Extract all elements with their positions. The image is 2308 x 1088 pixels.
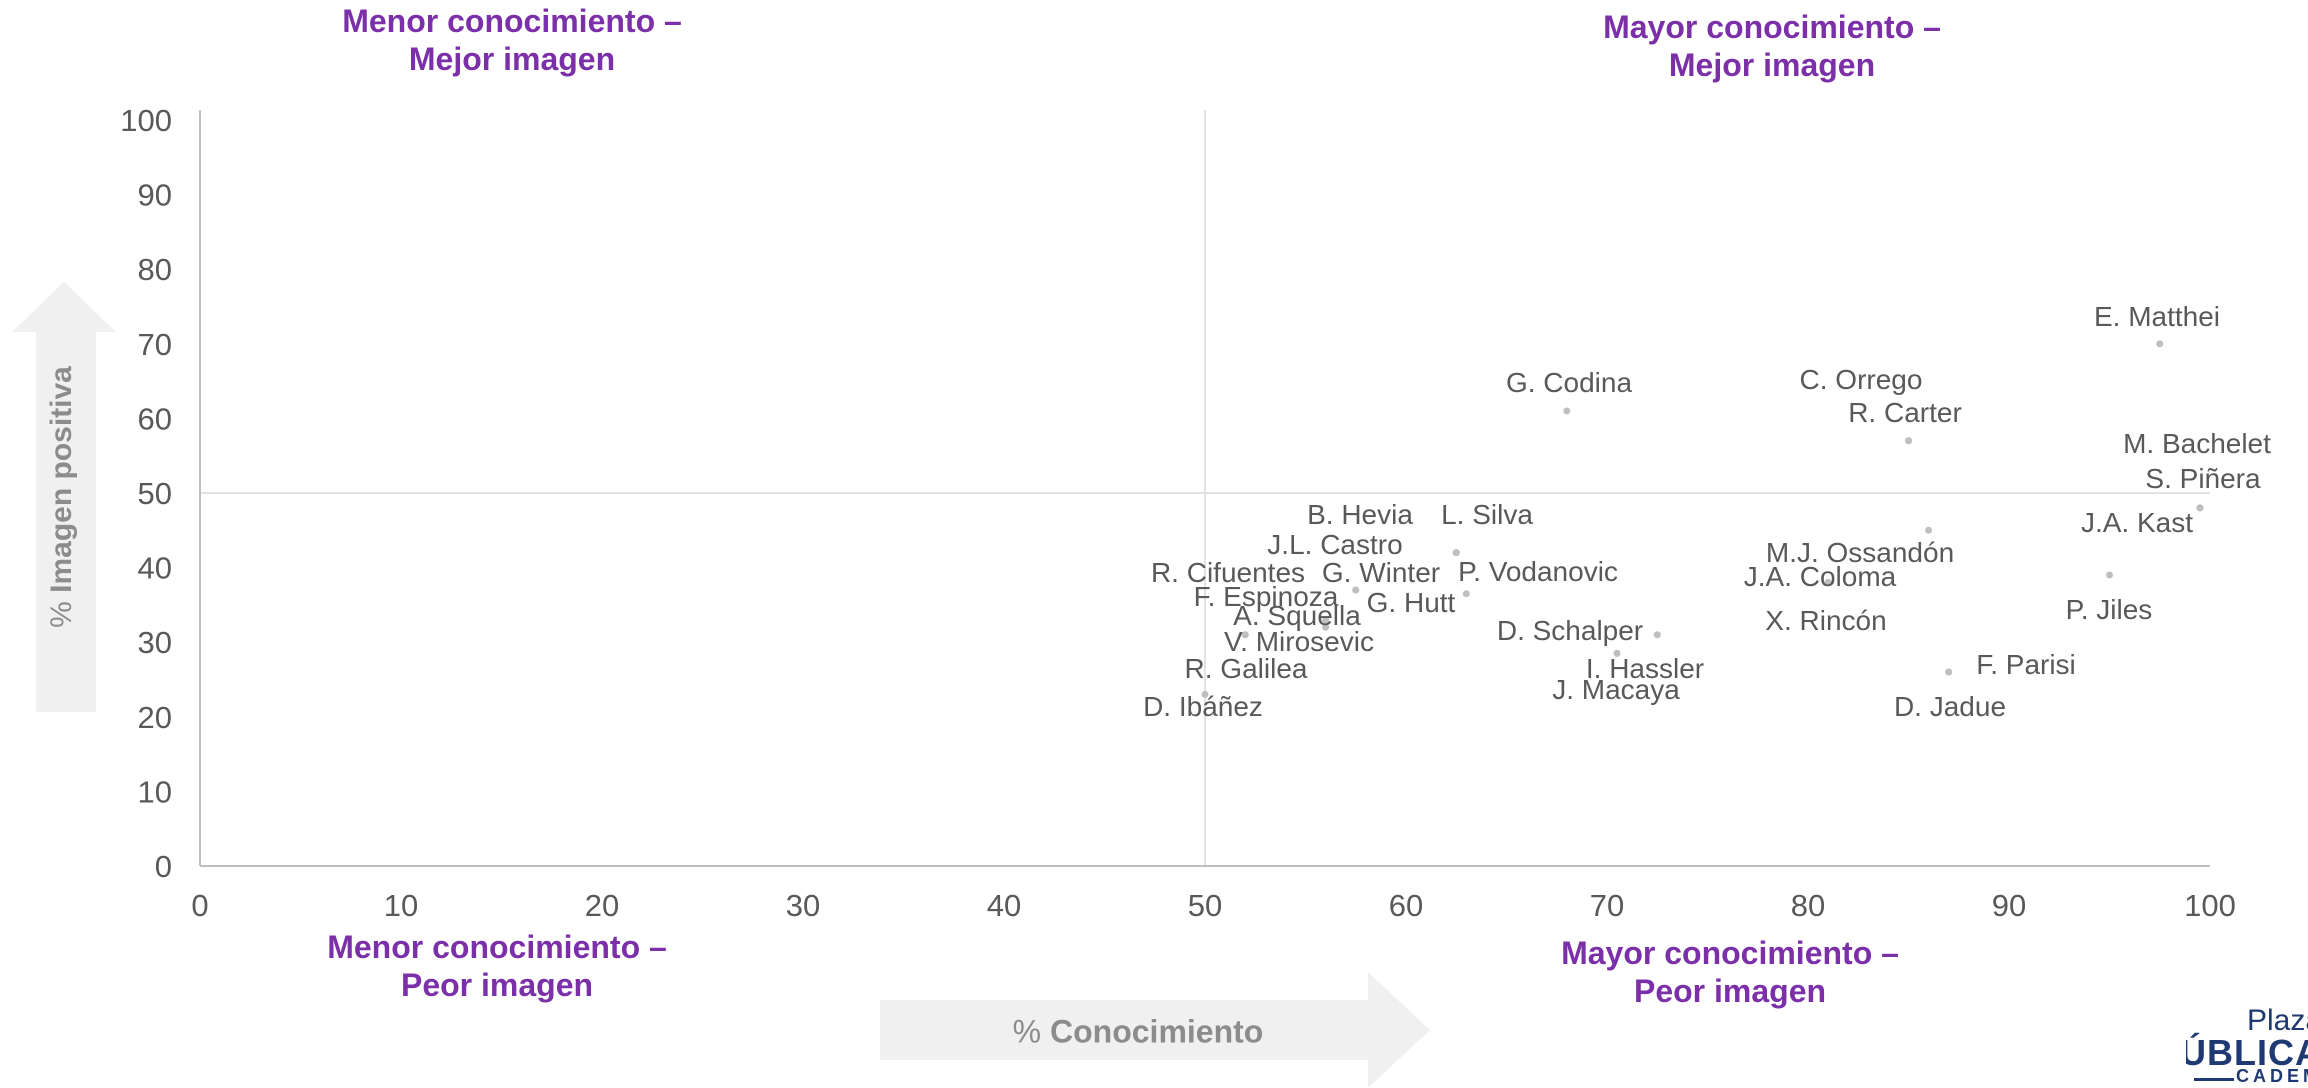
data-label: J.L. Castro: [1267, 529, 1402, 560]
data-label: R. Carter: [1848, 397, 1962, 428]
x-tick-label: 100: [2184, 888, 2236, 923]
x-tick-label: 30: [786, 888, 820, 923]
x-axis-label-main: Conocimiento: [1050, 1013, 1264, 1050]
y-tick-label: 20: [138, 700, 172, 735]
data-label: P. Jiles: [2066, 594, 2153, 625]
x-axis-label-prefix: %: [1012, 1013, 1051, 1050]
x-tick-label: 90: [1992, 888, 2026, 923]
y-axis-label-prefix: %: [45, 592, 78, 628]
quadrant-label-line: Mejor imagen: [408, 41, 616, 77]
data-label: S. Piñera: [2145, 463, 2261, 494]
y-axis-label-main: Imagen positiva: [45, 366, 78, 593]
x-tick-label: 60: [1389, 888, 1423, 923]
quadrant-label-top-left: Menor conocimiento – Mejor imagen: [342, 2, 682, 78]
quadrant-label-line: Menor conocimiento –: [342, 3, 682, 39]
data-label: R. Cifuentes: [1151, 557, 1305, 588]
y-tick-label: 50: [138, 476, 172, 511]
up-arrow-icon: [12, 282, 116, 712]
x-tick-label: 10: [384, 888, 418, 923]
data-label: P. Vodanovic: [1458, 556, 1618, 587]
data-point: [1563, 407, 1571, 415]
y-tick-label: 90: [138, 178, 172, 213]
data-point: [1905, 437, 1912, 445]
data-point: [1452, 549, 1460, 557]
data-point: [2156, 340, 2164, 348]
data-label: L. Silva: [1441, 499, 1533, 530]
logo-underline: [2194, 1078, 2234, 1081]
data-label: X. Rincón: [1765, 605, 1886, 636]
data-label: D. Schalper: [1497, 615, 1643, 646]
data-label: F. Parisi: [1976, 649, 2076, 680]
data-label: B. Hevia: [1307, 499, 1413, 530]
logo-line-2: PÚBLICA: [2186, 1032, 2308, 1073]
y-tick-label: 70: [138, 327, 172, 362]
data-label: F. Espinoza: [1194, 581, 1339, 612]
data-point: [1201, 690, 1209, 698]
logo-line-1: Plaza: [2246, 1004, 2308, 1037]
data-label: M. Bachelet: [2123, 428, 2271, 459]
data-label: E. Matthei: [2094, 301, 2220, 332]
data-point: [2196, 504, 2204, 512]
data-point: [1925, 526, 1933, 534]
data-label: D. Jadue: [1894, 691, 2006, 722]
data-point: [1653, 631, 1661, 639]
data-label: R. Galilea: [1185, 653, 1308, 684]
data-label: D. Ibáñez: [1143, 691, 1263, 722]
data-label: G. Hutt: [1367, 587, 1456, 618]
data-point: [1241, 631, 1249, 639]
quadrant-label-line: Mayor conocimiento –: [1603, 9, 1941, 45]
plaza-publica-logo: Plaza PÚBLICA CADEM: [2186, 1004, 2308, 1088]
y-tick-label: 30: [138, 625, 172, 660]
x-tick-label: 70: [1590, 888, 1624, 923]
y-tick-label: 0: [155, 849, 172, 884]
quadrant-label-bottom-right: Mayor conocimiento – Peor imagen: [1561, 934, 1899, 1010]
y-axis-label: % Imagen positiva: [45, 366, 79, 628]
quadrant-label-top-right: Mayor conocimiento – Mejor imagen: [1603, 8, 1941, 84]
data-label: C. Orrego: [1800, 364, 1923, 395]
data-point: [1462, 590, 1470, 598]
x-tick-label: 50: [1188, 888, 1222, 923]
data-label: J. Macaya: [1552, 674, 1680, 705]
x-tick-label: 80: [1791, 888, 1825, 923]
data-label: J.A. Kast: [2081, 507, 2193, 538]
x-axis-arrow: [880, 972, 1430, 1088]
data-label: A. Squella: [1233, 600, 1361, 631]
data-point: [1613, 649, 1621, 657]
data-point: [1824, 579, 1832, 587]
data-point: [1352, 586, 1360, 594]
y-tick-label: 10: [138, 774, 172, 809]
x-axis-label: % Conocimiento: [1013, 1014, 1264, 1051]
quadrant-label-line: Mayor conocimiento –: [1561, 935, 1899, 971]
quadrant-label-line: Menor conocimiento –: [327, 929, 667, 965]
data-point: [1322, 623, 1330, 631]
data-point: [2106, 571, 2113, 579]
data-label: G. Codina: [1506, 367, 1632, 398]
data-point: [1322, 616, 1330, 624]
x-tick-label: 20: [585, 888, 619, 923]
logo-line-3: CADEM: [2236, 1066, 2308, 1086]
y-tick-label: 80: [138, 252, 172, 287]
quadrant-label-bottom-left: Menor conocimiento – Peor imagen: [327, 928, 667, 1004]
y-axis-arrow: [12, 282, 116, 712]
data-label: M.J. Ossandón: [1766, 537, 1954, 568]
x-tick-label: 0: [191, 888, 208, 923]
quadrant-label-line: Peor imagen: [1633, 973, 1827, 1009]
x-tick-label: 40: [987, 888, 1021, 923]
data-point: [1945, 668, 1953, 676]
data-label: G. Winter: [1322, 557, 1440, 588]
data-label: I. Hassler: [1586, 653, 1704, 684]
data-label: V. Mirosevic: [1224, 626, 1374, 657]
quadrant-label-line: Peor imagen: [400, 967, 594, 1003]
y-tick-label: 40: [138, 551, 172, 586]
y-tick-label: 60: [138, 401, 172, 436]
quadrant-label-line: Mejor imagen: [1668, 47, 1876, 83]
data-label: J.A. Coloma: [1744, 561, 1897, 592]
right-arrow-icon: [880, 972, 1430, 1088]
y-tick-label: 100: [120, 103, 172, 138]
